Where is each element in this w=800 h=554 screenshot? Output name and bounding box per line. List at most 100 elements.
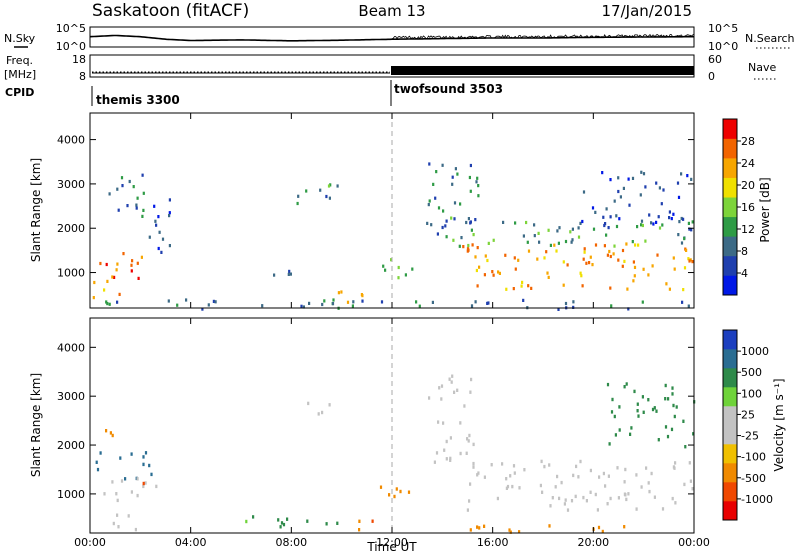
power-cell bbox=[676, 181, 680, 185]
power-cell bbox=[131, 259, 134, 263]
power-cell bbox=[331, 302, 335, 306]
power-cell bbox=[380, 300, 384, 304]
velocity-cell bbox=[358, 528, 361, 532]
nsky-tick-top: 10^5 bbox=[56, 22, 86, 35]
power-cell bbox=[108, 192, 111, 196]
power-cell bbox=[456, 172, 459, 176]
power-cell bbox=[122, 252, 125, 256]
power-cell bbox=[545, 250, 548, 254]
power-cell bbox=[132, 185, 135, 189]
power-cell bbox=[633, 265, 637, 269]
x-tick-label: 00:00 bbox=[74, 536, 106, 549]
power-cell bbox=[321, 302, 324, 307]
power-cell bbox=[201, 307, 204, 311]
velocity-cell bbox=[616, 466, 619, 470]
power-cell bbox=[627, 307, 630, 311]
power-cell bbox=[135, 203, 138, 207]
velocity-cell bbox=[624, 493, 627, 497]
velocity-cell bbox=[472, 442, 475, 447]
velocity-cell bbox=[105, 429, 108, 433]
velocity-cell bbox=[664, 425, 668, 429]
power-cell bbox=[690, 228, 693, 232]
velocity-cell bbox=[317, 412, 320, 416]
velocity-colorbar-tick-label: -100 bbox=[741, 451, 766, 464]
power-cell bbox=[130, 263, 133, 267]
velocity-cell bbox=[675, 405, 678, 409]
velocity-cell bbox=[642, 410, 645, 414]
power-cell bbox=[468, 175, 471, 180]
velocity-cell bbox=[393, 494, 396, 499]
power-cell bbox=[212, 299, 215, 303]
power-cell bbox=[486, 258, 489, 263]
power-cell bbox=[572, 305, 575, 309]
velocity-colorbar-swatch bbox=[723, 368, 737, 388]
power-cell bbox=[140, 255, 143, 259]
power-cell bbox=[608, 249, 611, 254]
velocity-cell bbox=[585, 499, 588, 503]
velocity-cell bbox=[433, 460, 436, 464]
power-cell bbox=[300, 304, 303, 308]
power-cell bbox=[571, 227, 574, 231]
power-cell bbox=[609, 254, 612, 259]
velocity-colorbar-swatch bbox=[723, 444, 737, 464]
velocity-cell bbox=[306, 519, 309, 523]
power-cell bbox=[569, 230, 572, 234]
power-cell bbox=[683, 237, 686, 241]
power-cell bbox=[351, 304, 354, 308]
velocity-cell bbox=[508, 528, 511, 532]
velocity-cell bbox=[472, 461, 475, 466]
power-cell bbox=[577, 226, 580, 230]
velocity-cell bbox=[321, 410, 324, 415]
power-cell bbox=[154, 219, 157, 223]
power-cell bbox=[641, 223, 644, 228]
power-cell bbox=[661, 223, 664, 227]
velocity-cell bbox=[523, 468, 526, 472]
power-cell bbox=[445, 235, 448, 239]
power-cell bbox=[435, 170, 438, 174]
power-cell bbox=[288, 269, 291, 273]
power-cell bbox=[116, 300, 119, 304]
power-cell bbox=[673, 267, 676, 271]
velocity-cell bbox=[325, 522, 328, 526]
velocity-cell bbox=[252, 515, 255, 519]
velocity-cell bbox=[618, 428, 621, 432]
velocity-cell bbox=[453, 390, 456, 394]
velocity-cell bbox=[99, 451, 102, 455]
power-cell bbox=[687, 221, 690, 225]
velocity-cell bbox=[144, 451, 148, 455]
velocity-cell bbox=[277, 518, 280, 522]
velocity-cell bbox=[671, 386, 674, 390]
power-cell bbox=[547, 275, 550, 279]
velocity-colorbar-swatch bbox=[723, 463, 737, 483]
velocity-cell bbox=[142, 455, 145, 459]
power-cell bbox=[570, 240, 573, 244]
power-cell bbox=[581, 284, 584, 288]
power-cell bbox=[660, 202, 663, 206]
power-cell bbox=[527, 249, 531, 253]
power-cell bbox=[609, 215, 612, 219]
velocity-cell bbox=[577, 475, 580, 479]
power-cell bbox=[533, 234, 536, 238]
power-cell bbox=[470, 228, 473, 232]
velocity-cell bbox=[435, 451, 439, 455]
power-cell bbox=[613, 199, 616, 203]
power-cell bbox=[583, 247, 586, 251]
velocity-cell bbox=[543, 464, 546, 469]
power-cell bbox=[308, 301, 311, 305]
velocity-cell bbox=[664, 383, 667, 388]
velocity-cell bbox=[684, 445, 687, 449]
velocity-cell bbox=[671, 392, 674, 396]
power-cell bbox=[619, 195, 622, 199]
power-cell bbox=[492, 238, 495, 242]
power-cell bbox=[557, 307, 560, 311]
power-cell bbox=[680, 216, 683, 221]
velocity-cbar-label: Velocity [m s⁻¹] bbox=[772, 378, 786, 471]
velocity-cell bbox=[518, 530, 521, 534]
power-cell bbox=[153, 204, 156, 208]
power-colorbar-swatch bbox=[723, 197, 737, 218]
power-cell bbox=[650, 221, 653, 225]
power-cell bbox=[623, 259, 626, 263]
power-cell bbox=[474, 300, 477, 304]
power-cell bbox=[615, 214, 618, 218]
power-cell bbox=[476, 176, 479, 180]
